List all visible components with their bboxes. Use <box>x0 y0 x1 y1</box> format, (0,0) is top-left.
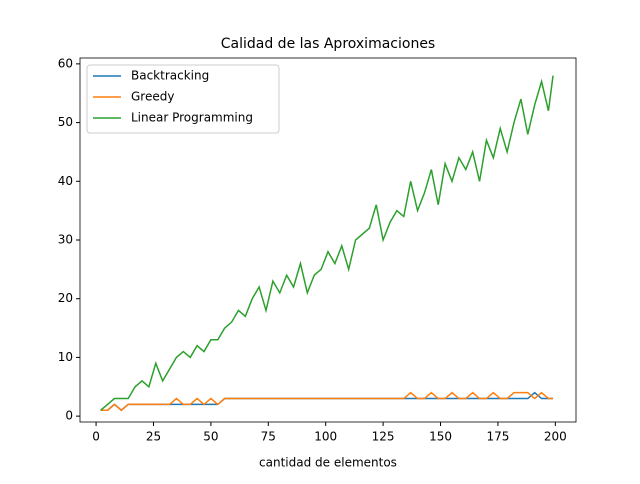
x-tick-label: 25 <box>146 430 161 444</box>
y-tick-label: 50 <box>58 115 73 129</box>
x-axis-label: cantidad de elementos <box>259 456 397 470</box>
x-tick-label: 50 <box>203 430 218 444</box>
y-tick-label: 40 <box>58 174 73 188</box>
x-tick-label: 100 <box>314 430 337 444</box>
legend-label: Linear Programming <box>131 111 253 125</box>
x-tick-label: 150 <box>429 430 452 444</box>
plot-frame <box>79 57 577 423</box>
line-series <box>100 391 554 412</box>
y-tick-label: 30 <box>58 233 73 247</box>
x-tick-label: 175 <box>486 430 509 444</box>
y-tick-label: 0 <box>65 409 73 423</box>
y-tick-label: 20 <box>58 291 73 305</box>
line-series <box>100 391 554 412</box>
y-tick-label: 60 <box>58 56 73 70</box>
x-tick-label: 75 <box>261 430 276 444</box>
legend-label: Backtracking <box>131 69 209 83</box>
x-tick-label: 125 <box>372 430 395 444</box>
legend-box <box>86 64 280 134</box>
y-tick-label: 10 <box>58 350 73 364</box>
legend-label: Greedy <box>131 90 174 104</box>
x-tick-label: 0 <box>92 430 100 444</box>
line-series <box>100 75 554 411</box>
x-tick-label: 200 <box>544 430 567 444</box>
chart-title: Calidad de las Aproximaciones <box>221 36 435 52</box>
